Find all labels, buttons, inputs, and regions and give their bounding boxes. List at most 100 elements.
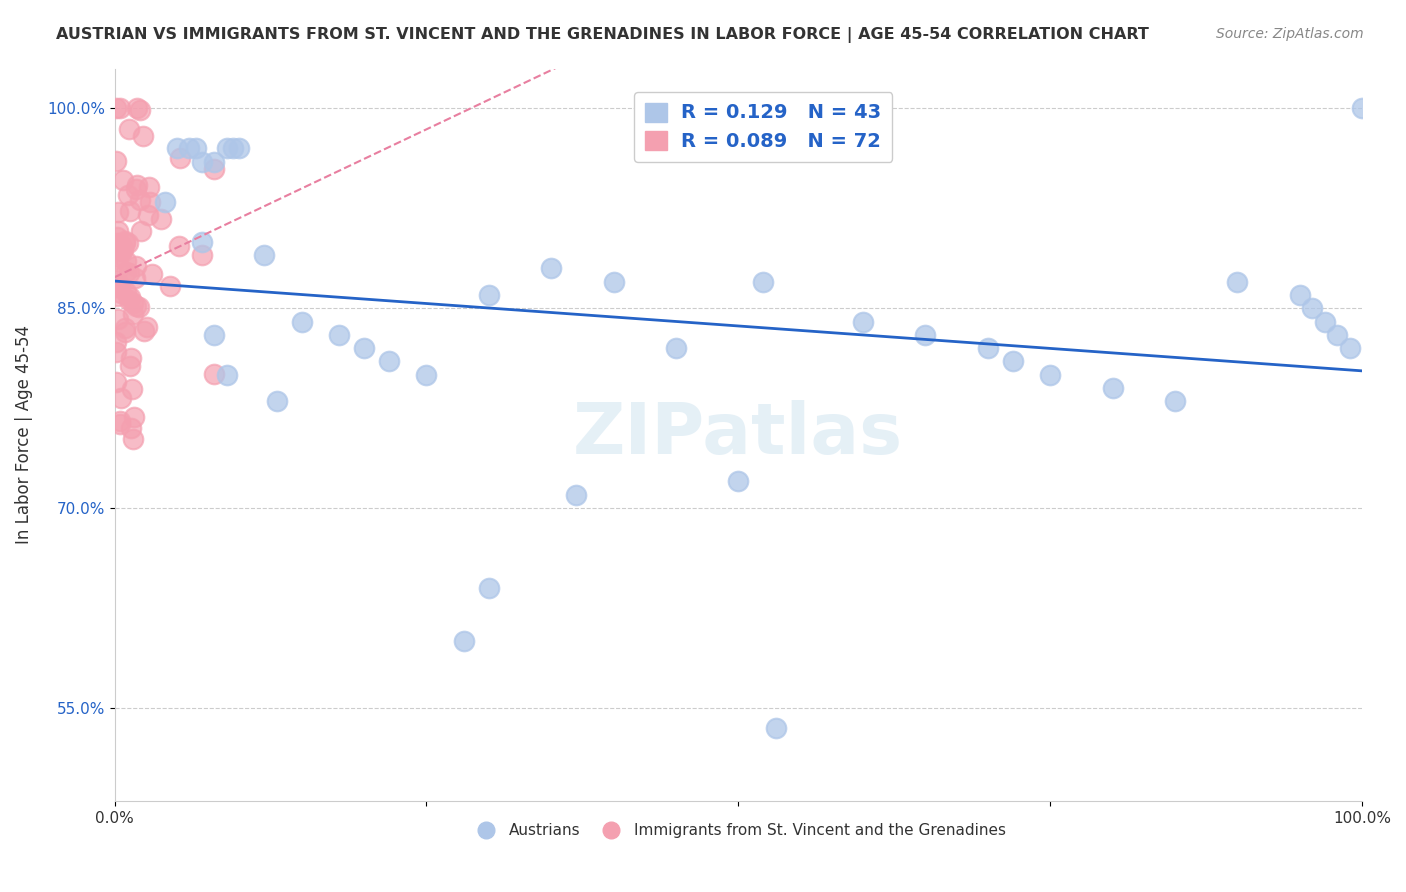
Point [117,187,139,202]
Point [127,102,149,116]
Point [115,265,138,279]
Point [202,327,225,342]
Point [105,252,128,266]
Point [1226,275,1249,289]
Point [1001,354,1024,368]
Point [166,141,188,155]
Point [153,194,176,209]
Point [120,420,142,434]
Point [328,327,350,342]
Point [1313,314,1336,328]
Point [105,230,128,244]
Point [139,195,162,210]
Text: ZIPatlas: ZIPatlas [574,401,904,469]
Point [110,237,132,252]
Point [1164,394,1187,409]
Point [125,182,148,196]
Point [110,417,132,432]
Point [202,162,225,177]
Point [565,488,588,502]
Point [167,239,190,253]
Point [108,279,131,293]
Point [478,581,501,595]
Point [120,351,142,366]
Point [104,344,127,359]
Point [136,208,159,222]
Point [124,259,146,273]
Point [114,325,136,339]
Point [478,288,501,302]
Point [378,354,401,368]
Point [253,248,276,262]
Point [222,141,245,155]
Point [105,154,128,169]
Point [114,234,136,248]
Point [1039,368,1062,382]
Point [120,204,142,219]
Point [135,320,157,334]
Point [602,275,624,289]
Point [105,102,128,116]
Point [118,266,141,280]
Point [179,141,201,155]
Point [184,141,207,155]
Point [118,359,141,374]
Point [107,204,129,219]
Point [114,321,136,335]
Point [1101,381,1123,395]
Point [122,409,145,424]
Point [110,286,132,301]
Point [105,279,128,293]
Point [202,154,225,169]
Y-axis label: In Labor Force | Age 45-54: In Labor Force | Age 45-54 [15,326,32,544]
Point [122,296,145,310]
Point [107,278,129,293]
Point [191,248,214,262]
Point [1288,288,1310,302]
Point [228,141,250,155]
Point [138,179,160,194]
Point [124,299,146,313]
Point [118,121,141,136]
Point [727,475,749,489]
Text: AUSTRIAN VS IMMIGRANTS FROM ST. VINCENT AND THE GRENADINES IN LABOR FORCE | AGE : AUSTRIAN VS IMMIGRANTS FROM ST. VINCENT … [56,27,1149,43]
Point [665,341,688,355]
Point [104,273,127,287]
Point [112,173,135,187]
Point [118,293,141,308]
Point [122,432,145,446]
Point [112,242,135,256]
Point [540,261,562,276]
Point [266,394,288,409]
Point [105,289,128,303]
Point [291,314,314,328]
Point [117,236,139,251]
Point [129,194,152,208]
Text: Source: ZipAtlas.com: Source: ZipAtlas.com [1216,27,1364,41]
Point [1301,301,1323,316]
Point [115,285,138,299]
Point [128,300,150,314]
Point [1339,341,1361,355]
Point [107,312,129,326]
Point [765,721,787,735]
Point [191,154,214,169]
Point [215,141,238,155]
Point [159,279,181,293]
Point [453,634,475,648]
Point [141,267,163,281]
Point [215,368,238,382]
Point [107,224,129,238]
Point [914,327,936,342]
Point [110,244,132,258]
Point [121,307,143,321]
Point [108,102,131,116]
Legend: Austrians, Immigrants from St. Vincent and the Grenadines: Austrians, Immigrants from St. Vincent a… [464,817,1012,845]
Point [169,151,191,165]
Point [110,391,132,405]
Point [202,367,225,381]
Point [752,275,775,289]
Point [105,236,128,251]
Point [1351,102,1374,116]
Point [128,103,150,117]
